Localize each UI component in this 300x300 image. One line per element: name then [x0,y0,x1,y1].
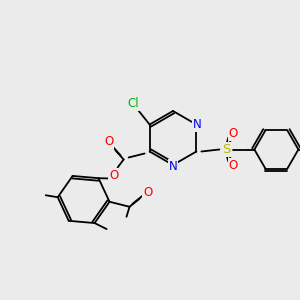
Text: O: O [109,169,118,182]
Text: N: N [193,118,202,131]
Text: O: O [104,135,113,148]
Text: Cl: Cl [128,97,140,110]
Text: O: O [143,186,152,199]
Text: O: O [229,127,238,140]
Text: O: O [229,159,238,172]
Text: N: N [169,160,177,172]
Text: S: S [222,143,231,156]
